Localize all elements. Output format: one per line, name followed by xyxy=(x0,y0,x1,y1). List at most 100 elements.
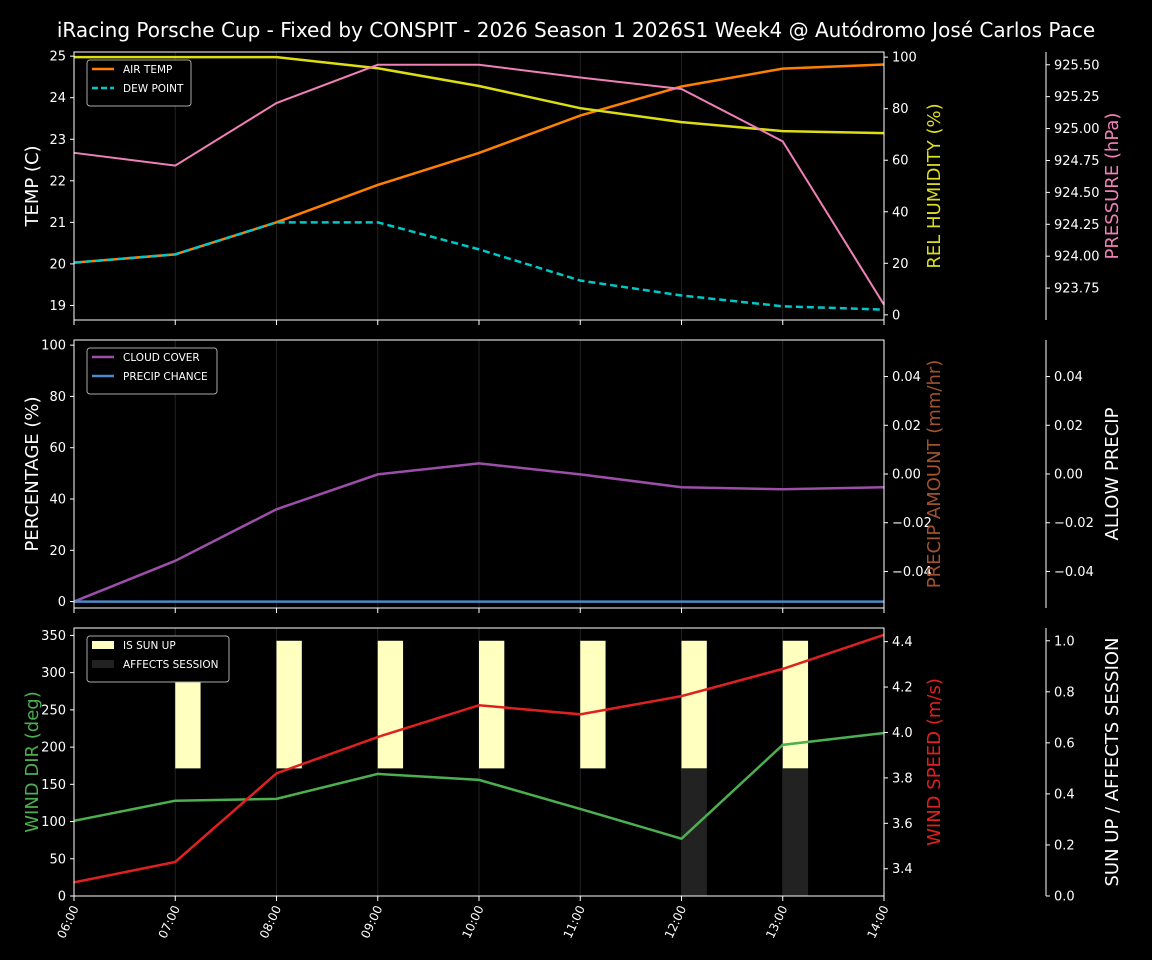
right2-tick-label: −0.04 xyxy=(1054,565,1094,580)
series-line-right1 xyxy=(73,633,885,884)
right2-tick-label: 924.50 xyxy=(1054,186,1100,201)
legend-label: AFFECTS SESSION xyxy=(123,659,219,671)
right2-tick-label: 0.8 xyxy=(1054,685,1075,700)
axis-label-right1: WIND SPEED (m/s) xyxy=(924,678,945,846)
legend-label: PRECIP CHANCE xyxy=(123,371,208,383)
y-tick-label: 0 xyxy=(58,890,66,905)
bar-is-sun-up xyxy=(681,640,707,769)
series-line-right1 xyxy=(74,55,885,135)
y-tick-label: 350 xyxy=(41,629,66,644)
y-tick-label: 80 xyxy=(49,390,66,405)
x-tick-label: 13:00 xyxy=(763,903,790,940)
axis-label-left: PERCENTAGE (%) xyxy=(22,396,43,551)
right2-tick-label: 1.0 xyxy=(1054,634,1075,649)
y-tick-label: 19 xyxy=(49,299,66,314)
bar-is-sun-up xyxy=(580,640,606,769)
x-tick-label: 07:00 xyxy=(156,903,183,940)
right1-tick-label: −0.04 xyxy=(892,565,932,580)
right1-tick-label: 3.6 xyxy=(892,817,913,832)
y-tick-label: 100 xyxy=(41,339,66,354)
legend-label: DEW POINT xyxy=(123,83,184,95)
right2-tick-label: 923.75 xyxy=(1054,282,1100,297)
right2-tick-label: 924.00 xyxy=(1054,250,1100,265)
x-tick-label: 11:00 xyxy=(561,903,588,940)
right2-tick-label: 925.25 xyxy=(1054,90,1100,105)
right1-tick-label: 3.4 xyxy=(892,862,913,877)
legend-box xyxy=(86,635,230,683)
panel-1: 19 20 21 22 23 24 25 TEMP (C) 0 20 40 60 80 100 REL HU… xyxy=(22,50,1123,325)
y-tick-label: 24 xyxy=(49,91,66,106)
series-line-left xyxy=(73,731,885,841)
right1-tick-label: 0.02 xyxy=(892,419,921,434)
right2-tick-label: 925.00 xyxy=(1054,122,1100,137)
right2-tick-label: 0.0 xyxy=(1054,890,1075,905)
y-tick-label: 21 xyxy=(49,216,66,231)
legend-label: CLOUD COVER xyxy=(123,352,200,364)
right1-tick-label: 0.00 xyxy=(892,468,921,483)
right1-tick-label: 100 xyxy=(892,51,917,66)
legend-label: IS SUN UP xyxy=(123,640,176,652)
y-tick-label: 150 xyxy=(41,778,66,793)
axis-label-right1: PRECIP AMOUNT (mm/hr) xyxy=(924,360,945,589)
y-tick-label: 0 xyxy=(58,595,66,610)
right2-tick-label: 0.02 xyxy=(1054,419,1083,434)
right2-tick-label: 924.75 xyxy=(1054,154,1100,169)
bar-is-sun-up xyxy=(276,640,302,769)
right1-tick-label: 4.4 xyxy=(892,635,913,650)
bar-affects-session xyxy=(782,768,809,896)
right2-tick-label: 0.00 xyxy=(1054,468,1083,483)
legend: AIR TEMP DEW POINT xyxy=(86,59,192,107)
right1-tick-label: 4.0 xyxy=(892,726,913,741)
right2-tick-label: 0.04 xyxy=(1054,370,1083,385)
right1-tick-label: 3.8 xyxy=(892,771,913,786)
legend-box xyxy=(86,347,218,395)
y-tick-label: 20 xyxy=(49,257,66,272)
series-line-cloud-cover xyxy=(73,462,885,603)
legend-swatch xyxy=(92,660,114,668)
right2-tick-label: 0.2 xyxy=(1054,838,1075,853)
legend: CLOUD COVER PRECIP CHANCE xyxy=(86,347,218,395)
right2-tick-label: 925.50 xyxy=(1054,58,1100,73)
x-tick-label: 08:00 xyxy=(257,903,284,940)
right1-tick-label: 0 xyxy=(892,308,900,323)
x-tick-label: 09:00 xyxy=(358,903,385,940)
right1-tick-label: 80 xyxy=(892,102,909,117)
bar-is-sun-up xyxy=(782,640,809,769)
right1-tick-label: 0.04 xyxy=(892,370,921,385)
legend: IS SUN UP AFFECTS SESSION xyxy=(86,635,230,683)
y-tick-label: 50 xyxy=(49,852,66,867)
x-tick-label: 14:00 xyxy=(864,903,891,940)
right2-tick-label: 924.25 xyxy=(1054,218,1100,233)
series-line-right2 xyxy=(73,63,885,306)
right2-tick-label: 0.4 xyxy=(1054,787,1075,802)
panel-2: 0 20 40 60 80 100 PERCENTAGE (%) −0.04 −0.02 0.00… xyxy=(22,339,1123,613)
legend-swatch xyxy=(92,641,114,649)
y-tick-label: 60 xyxy=(49,441,66,456)
legend-label: AIR TEMP xyxy=(123,64,172,76)
y-tick-label: 22 xyxy=(49,174,66,189)
x-tick-label: 06:00 xyxy=(54,903,81,940)
axis-label-left: WIND DIR (deg) xyxy=(22,691,43,833)
right1-tick-label: 60 xyxy=(892,154,909,169)
axis-label-left: TEMP (C) xyxy=(22,145,43,227)
axis-label-right2: ALLOW PRECIP xyxy=(1102,407,1123,540)
panel-3: 0 50 100 150 200 250 300 350 WIND DIR (deg) 3.4 3.… xyxy=(22,627,1123,941)
right1-tick-label: 20 xyxy=(892,257,909,272)
axis-label-right2: PRESSURE (hPa) xyxy=(1102,113,1123,260)
bar-affects-session xyxy=(681,768,707,896)
y-tick-label: 200 xyxy=(41,741,66,756)
x-tick-label: 10:00 xyxy=(459,903,486,940)
right2-tick-label: −0.02 xyxy=(1054,516,1094,531)
y-tick-label: 25 xyxy=(49,50,66,65)
y-tick-label: 250 xyxy=(41,703,66,718)
legend-box xyxy=(86,59,192,107)
y-tick-label: 23 xyxy=(49,133,66,148)
y-tick-label: 100 xyxy=(41,815,66,830)
axis-label-right1: REL HUMIDITY (%) xyxy=(924,103,945,268)
axis-label-right2: SUN UP / AFFECTS SESSION xyxy=(1102,637,1123,886)
y-tick-label: 20 xyxy=(49,544,66,559)
bar-is-sun-up xyxy=(377,640,404,769)
x-tick-label: 12:00 xyxy=(662,903,689,940)
right1-tick-label: −0.02 xyxy=(892,516,932,531)
